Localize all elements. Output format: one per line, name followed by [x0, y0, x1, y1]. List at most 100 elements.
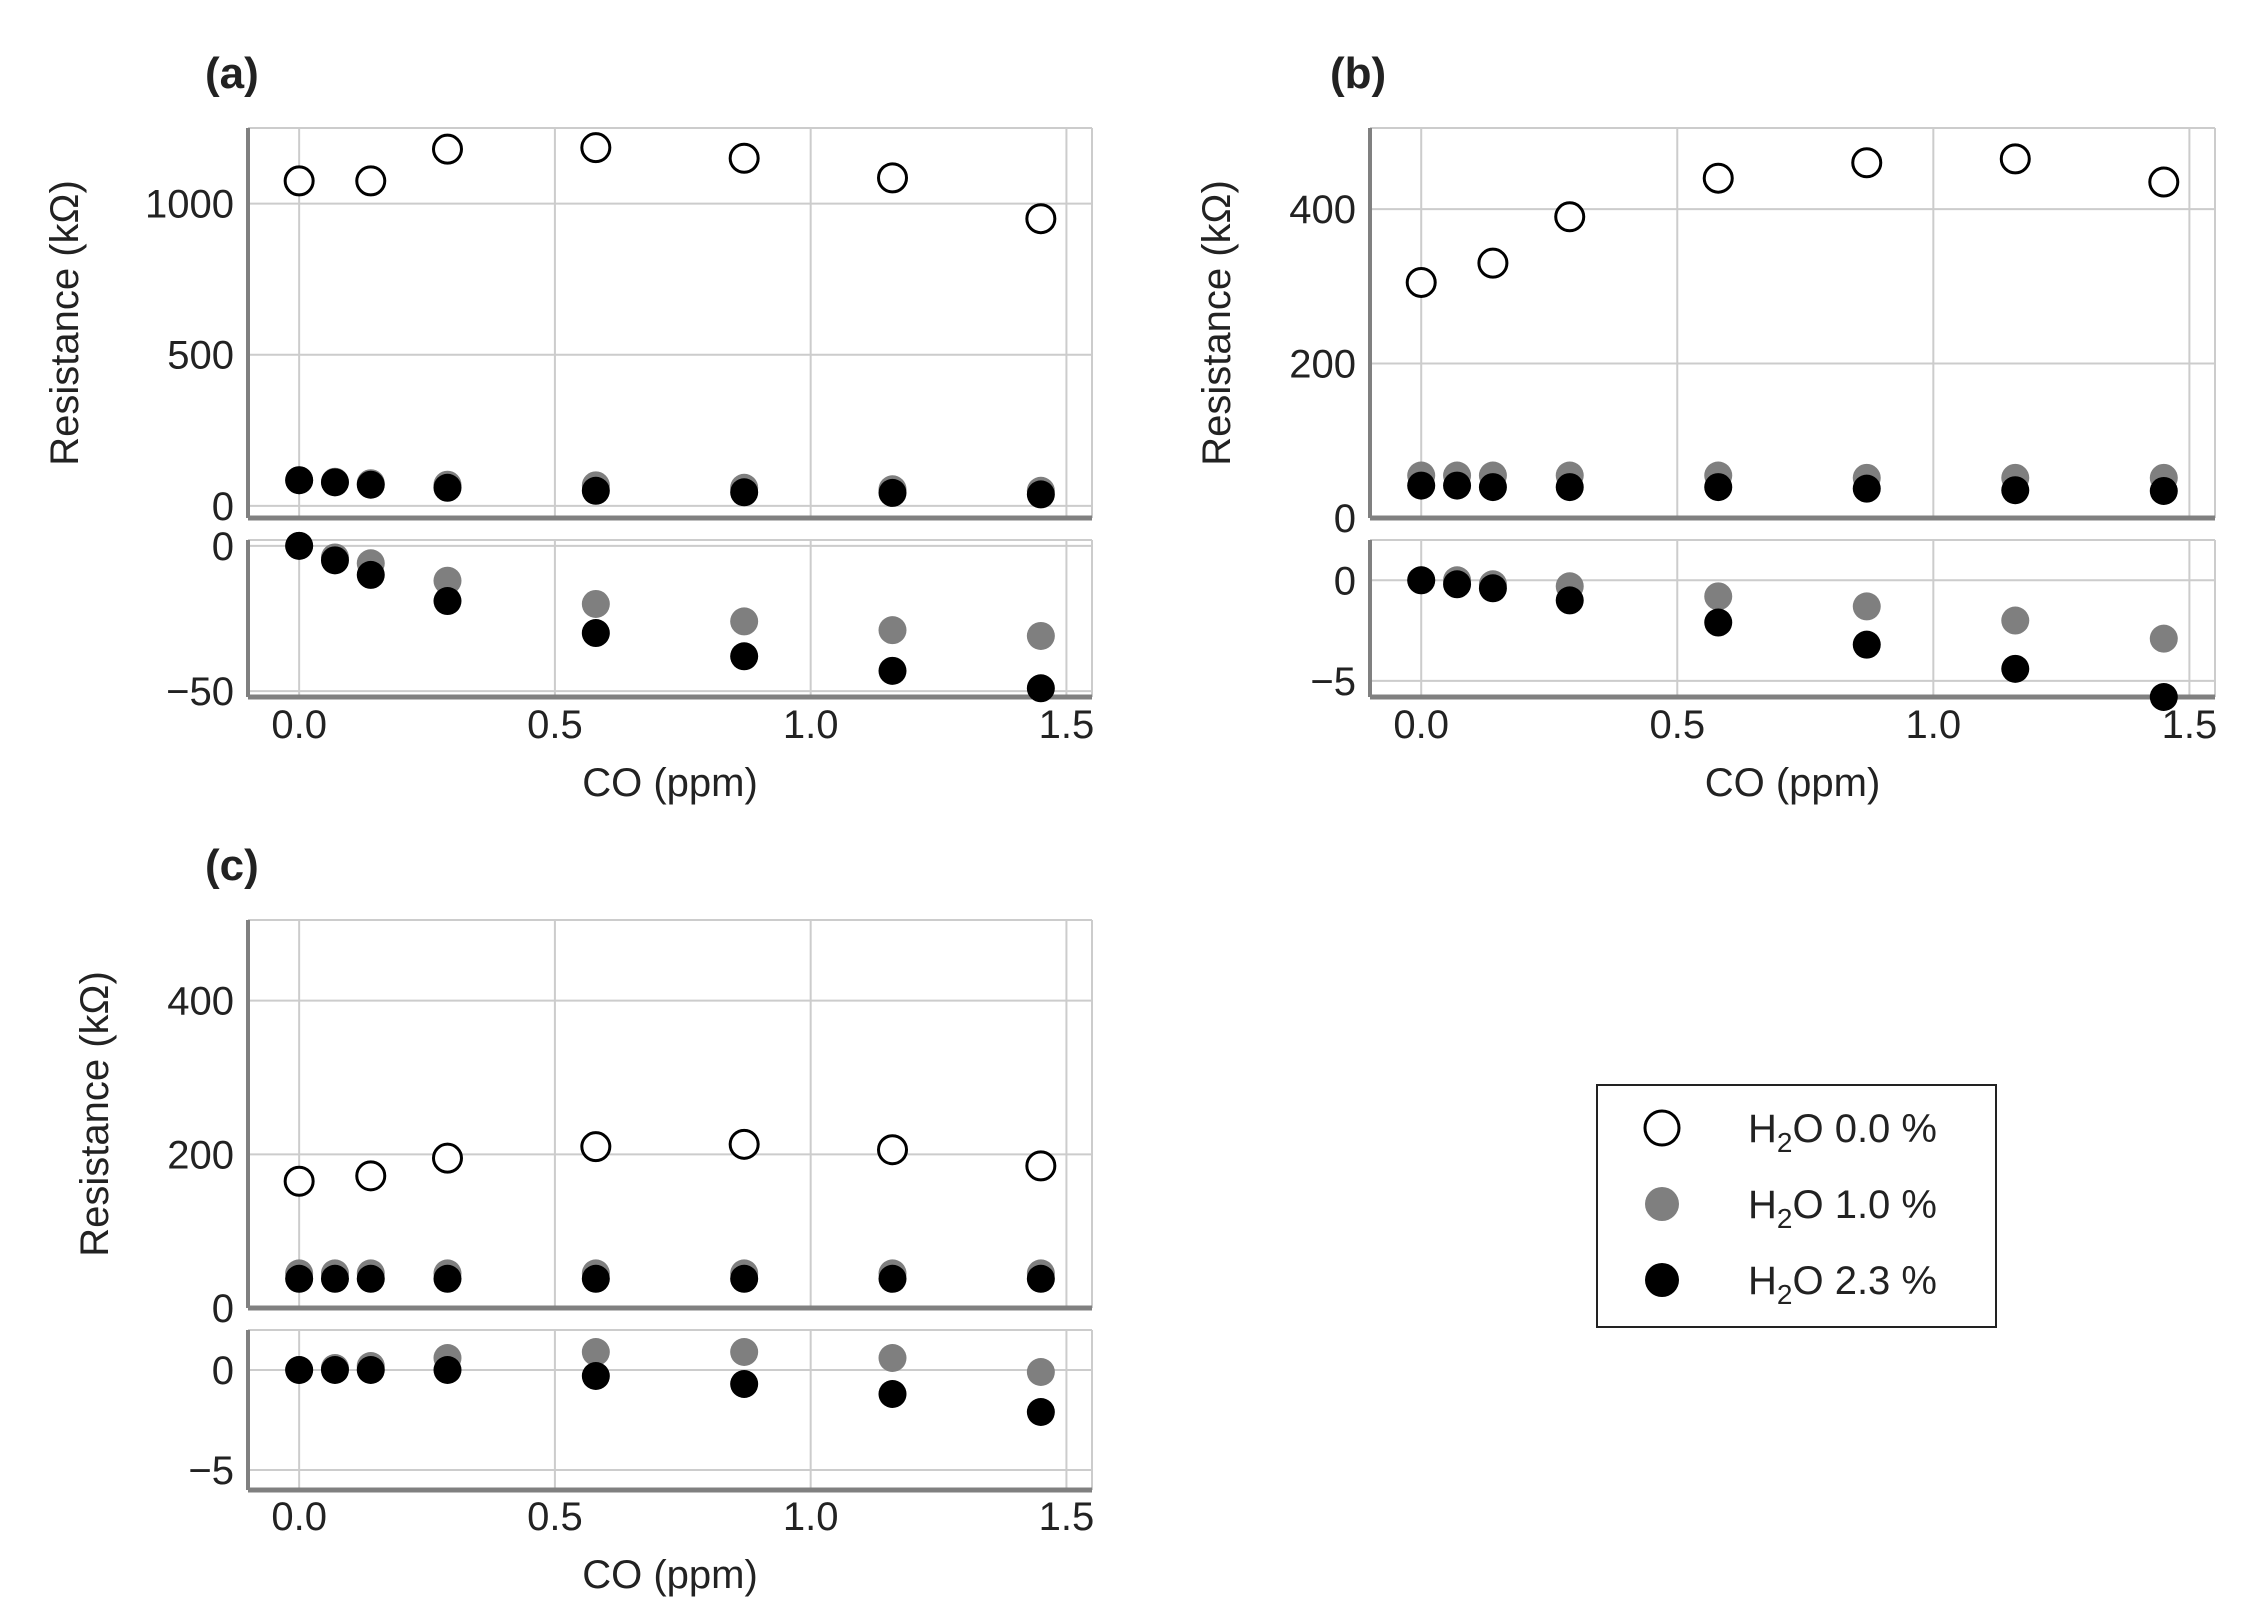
data-point-h2o-2-3: [730, 1370, 759, 1398]
y-axis-title: Resistance (kΩ): [73, 971, 117, 1257]
x-tick-label: 0.0: [271, 1495, 327, 1539]
x-tick-label: 1.0: [783, 1495, 839, 1539]
data-point-h2o-2-3: [1852, 630, 1881, 659]
legend: H2O 0.0 %H2O 1.0 %H2O 2.3 %: [1596, 1084, 1997, 1328]
y-axis-title: Resistance (kΩ): [1195, 180, 1239, 466]
legend-label-subscript: 2: [1777, 1203, 1793, 1234]
subplot-bottom: −50 0: [166, 525, 1093, 714]
data-point-h2o-0-0: [877, 162, 909, 194]
data-point-h2o-0-0: [1851, 147, 1883, 179]
legend-label-suffix: O 1.0 %: [1792, 1183, 1937, 1227]
data-point-h2o-1-0: [878, 616, 907, 645]
data-point-h2o-2-3: [1478, 574, 1507, 603]
data-point-h2o-1-0: [1704, 582, 1733, 611]
x-tick-label: 0.0: [1393, 703, 1449, 747]
legend-label-subscript: 2: [1777, 1279, 1793, 1310]
data-point-h2o-2-3: [730, 1264, 759, 1293]
x-axis-title: CO (ppm): [1705, 761, 1881, 805]
panel-label: (a): [205, 49, 259, 98]
data-point-h2o-2-3: [1555, 473, 1584, 502]
data-point-h2o-0-0: [1999, 143, 2031, 175]
data-point-h2o-2-3: [320, 1356, 349, 1384]
y-tick-label: 1000: [145, 183, 234, 227]
data-point-h2o-0-0: [877, 1134, 909, 1166]
data-point-h2o-2-3: [320, 468, 349, 497]
y-tick-label: −5: [1310, 660, 1356, 704]
data-point-h2o-1-0: [730, 607, 759, 636]
data-point-h2o-2-3: [356, 560, 385, 589]
data-point-h2o-0-0: [1477, 247, 1509, 279]
data-point-h2o-2-3: [1407, 471, 1436, 500]
data-point-h2o-0-0: [1025, 203, 1057, 235]
data-point-h2o-1-0: [730, 1338, 759, 1366]
x-tick-label: 0.5: [1649, 703, 1705, 747]
data-point-h2o-2-3: [2001, 654, 2030, 683]
data-point-h2o-2-3: [581, 1362, 610, 1390]
legend-label-prefix: H: [1748, 1259, 1777, 1303]
x-axis-title: CO (ppm): [582, 1553, 758, 1597]
data-point-h2o-0-0: [1025, 1150, 1057, 1182]
legend-label-prefix: H: [1748, 1107, 1777, 1151]
x-axis-title: CO (ppm): [582, 761, 758, 805]
legend-marker-open: [1643, 1109, 1681, 1147]
data-point-h2o-0-0: [355, 165, 387, 197]
data-point-h2o-1-0: [2149, 624, 2178, 653]
subplot-top: 0 200 400: [1289, 127, 2216, 541]
chart-panel-a: (a) Resistance (kΩ) CO (ppm) 0.0 0.5 1.0 1.5 0 5…: [43, 49, 1094, 805]
y-tick-label: 400: [1289, 188, 1356, 232]
data-point-h2o-0-0: [283, 165, 315, 197]
data-point-h2o-0-0: [431, 133, 463, 165]
y-tick-label: 0: [212, 525, 234, 569]
y-tick-label: 0: [212, 485, 234, 529]
data-point-h2o-1-0: [878, 1344, 907, 1372]
x-tick-label: 1.5: [1039, 1495, 1095, 1539]
data-point-h2o-1-0: [581, 1338, 610, 1366]
legend-label: H2O 1.0 %: [1748, 1183, 1937, 1234]
data-point-h2o-1-0: [433, 566, 462, 595]
legend-label: H2O 0.0 %: [1748, 1107, 1937, 1158]
subplot-bottom: −5 0: [1310, 539, 2216, 711]
data-point-h2o-2-3: [1407, 566, 1436, 595]
data-point-h2o-2-3: [730, 478, 759, 507]
chart-panel-b: (b) Resistance (kΩ) CO (ppm) 0.0 0.5 1.0 1.5 0 2…: [1195, 49, 2217, 805]
subplot-top: 0 500 1000: [145, 127, 1093, 529]
data-point-h2o-0-0: [728, 142, 760, 174]
data-point-h2o-2-3: [1443, 570, 1472, 599]
data-point-h2o-1-0: [1026, 621, 1055, 650]
panel-label: (c): [205, 841, 259, 890]
y-tick-label: 0: [212, 1287, 234, 1331]
data-point-h2o-2-3: [878, 656, 907, 685]
data-point-h2o-2-3: [433, 1356, 462, 1384]
chart-panel-c: (c) Resistance (kΩ) CO (ppm) 0.0 0.5 1.0 1.5 0 2…: [73, 841, 1094, 1597]
data-point-h2o-0-0: [1702, 162, 1734, 194]
legend-marker-black: [1645, 1263, 1679, 1297]
legend-label-suffix: O 2.3 %: [1792, 1259, 1937, 1303]
data-point-h2o-2-3: [878, 1380, 907, 1408]
x-tick-label: 0.5: [527, 1495, 583, 1539]
panel-label: (b): [1330, 49, 1386, 98]
legend-label-subscript: 2: [1777, 1127, 1793, 1158]
x-tick-label: 0.5: [527, 703, 583, 747]
y-tick-label: 200: [167, 1133, 234, 1177]
data-point-h2o-2-3: [320, 1264, 349, 1293]
x-tick-label: 1.0: [1906, 703, 1962, 747]
data-point-h2o-2-3: [1852, 474, 1881, 503]
data-point-h2o-1-0: [1852, 592, 1881, 621]
data-point-h2o-0-0: [355, 1160, 387, 1192]
data-point-h2o-0-0: [1554, 201, 1586, 233]
data-point-h2o-2-3: [730, 642, 759, 671]
y-tick-label: 400: [167, 980, 234, 1024]
data-point-h2o-2-3: [1443, 471, 1472, 500]
data-point-h2o-0-0: [2148, 166, 2180, 198]
data-point-h2o-1-0: [1026, 1358, 1055, 1386]
data-point-h2o-2-3: [285, 1264, 314, 1293]
x-tick-label: 1.0: [783, 703, 839, 747]
legend-label-suffix: O 0.0 %: [1792, 1107, 1937, 1151]
y-tick-label: 0: [212, 1349, 234, 1393]
data-point-h2o-2-3: [2149, 683, 2178, 711]
data-point-h2o-2-3: [433, 587, 462, 616]
data-point-h2o-2-3: [2001, 476, 2030, 505]
data-point-h2o-1-0: [2001, 606, 2030, 635]
y-tick-label: 500: [167, 334, 234, 378]
data-point-h2o-1-0: [581, 589, 610, 618]
